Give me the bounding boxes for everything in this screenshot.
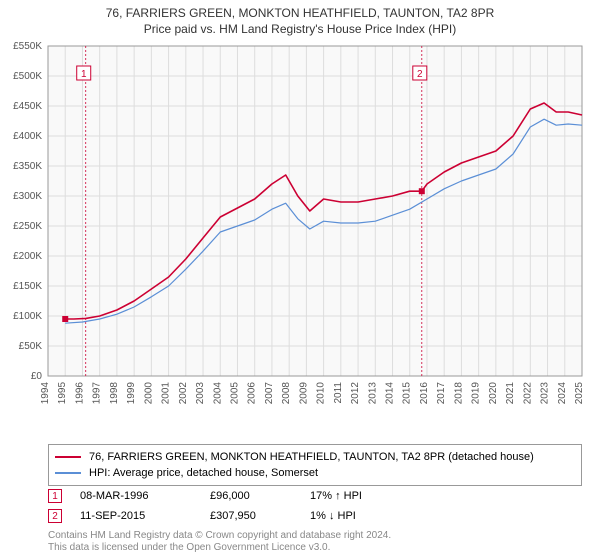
svg-text:1998: 1998 [109, 382, 120, 405]
svg-text:2020: 2020 [488, 382, 499, 405]
svg-text:2017: 2017 [436, 382, 447, 405]
svg-text:2014: 2014 [385, 382, 396, 405]
svg-text:2025: 2025 [574, 382, 585, 405]
svg-text:£200K: £200K [13, 251, 42, 262]
legend-swatch [55, 472, 81, 474]
svg-text:1: 1 [81, 69, 87, 80]
title-subtitle: Price paid vs. HM Land Registry's House … [0, 22, 600, 36]
svg-text:1996: 1996 [74, 382, 85, 405]
license-line2: This data is licensed under the Open Gov… [48, 542, 582, 554]
svg-text:£150K: £150K [13, 281, 42, 292]
svg-text:£300K: £300K [13, 191, 42, 202]
svg-text:2022: 2022 [522, 382, 533, 405]
svg-text:2004: 2004 [212, 382, 223, 405]
svg-text:2012: 2012 [350, 382, 361, 405]
svg-text:2007: 2007 [264, 382, 275, 405]
svg-text:1997: 1997 [92, 382, 103, 405]
svg-text:£50K: £50K [19, 341, 43, 352]
svg-text:£500K: £500K [13, 71, 42, 82]
svg-text:2010: 2010 [316, 382, 327, 405]
legend-label: 76, FARRIERS GREEN, MONKTON HEATHFIELD, … [89, 451, 534, 463]
legend-label: HPI: Average price, detached house, Some… [89, 467, 318, 479]
svg-text:2011: 2011 [333, 382, 344, 404]
svg-text:1994: 1994 [40, 382, 51, 405]
svg-text:2001: 2001 [161, 382, 172, 405]
svg-text:2003: 2003 [195, 382, 206, 405]
svg-text:2000: 2000 [143, 382, 154, 405]
legend-item: HPI: Average price, detached house, Some… [55, 465, 575, 481]
svg-text:£350K: £350K [13, 161, 42, 172]
legend-item: 76, FARRIERS GREEN, MONKTON HEATHFIELD, … [55, 449, 575, 465]
license-text: Contains HM Land Registry data © Crown c… [48, 530, 582, 554]
svg-text:2016: 2016 [419, 382, 430, 405]
transaction-row: 1 08-MAR-1996£96,00017% ↑ HPI [48, 486, 582, 506]
transaction-marker: 2 [48, 509, 62, 523]
svg-text:£0: £0 [31, 371, 43, 382]
transaction-marker: 1 [48, 489, 62, 503]
svg-text:2008: 2008 [281, 382, 292, 405]
transaction-row: 2 11-SEP-2015£307,9501% ↓ HPI [48, 506, 582, 526]
legend-swatch [55, 456, 81, 458]
title-address: 76, FARRIERS GREEN, MONKTON HEATHFIELD, … [0, 6, 600, 20]
svg-text:£100K: £100K [13, 311, 42, 322]
svg-text:2: 2 [417, 69, 423, 80]
svg-text:2019: 2019 [471, 382, 482, 405]
svg-text:£550K: £550K [13, 41, 42, 52]
transaction-price: £307,950 [210, 510, 310, 522]
legend: 76, FARRIERS GREEN, MONKTON HEATHFIELD, … [48, 444, 582, 486]
price-chart: £0£50K£100K£150K£200K£250K£300K£350K£400… [48, 46, 582, 410]
transaction-hpi: 17% ↑ HPI [310, 490, 430, 502]
svg-text:2023: 2023 [540, 382, 551, 405]
svg-text:1995: 1995 [57, 382, 68, 405]
svg-text:2002: 2002 [178, 382, 189, 405]
svg-text:£250K: £250K [13, 221, 42, 232]
license-line1: Contains HM Land Registry data © Crown c… [48, 530, 582, 542]
svg-text:2024: 2024 [557, 382, 568, 405]
transaction-date: 08-MAR-1996 [80, 490, 210, 502]
title-block: 76, FARRIERS GREEN, MONKTON HEATHFIELD, … [0, 0, 600, 36]
svg-text:2009: 2009 [298, 382, 309, 405]
chart-container: 76, FARRIERS GREEN, MONKTON HEATHFIELD, … [0, 0, 600, 560]
svg-text:£450K: £450K [13, 101, 42, 112]
svg-text:2006: 2006 [247, 382, 258, 405]
transaction-price: £96,000 [210, 490, 310, 502]
svg-text:2021: 2021 [505, 382, 516, 405]
transaction-hpi: 1% ↓ HPI [310, 510, 430, 522]
svg-text:1999: 1999 [126, 382, 137, 405]
svg-text:2018: 2018 [453, 382, 464, 405]
transaction-date: 11-SEP-2015 [80, 510, 210, 522]
svg-text:2005: 2005 [229, 382, 240, 405]
transaction-table: 1 08-MAR-1996£96,00017% ↑ HPI 2 11-SEP-2015… [48, 486, 582, 526]
svg-text:2013: 2013 [367, 382, 378, 405]
svg-text:2015: 2015 [402, 382, 413, 405]
svg-text:£400K: £400K [13, 131, 42, 142]
